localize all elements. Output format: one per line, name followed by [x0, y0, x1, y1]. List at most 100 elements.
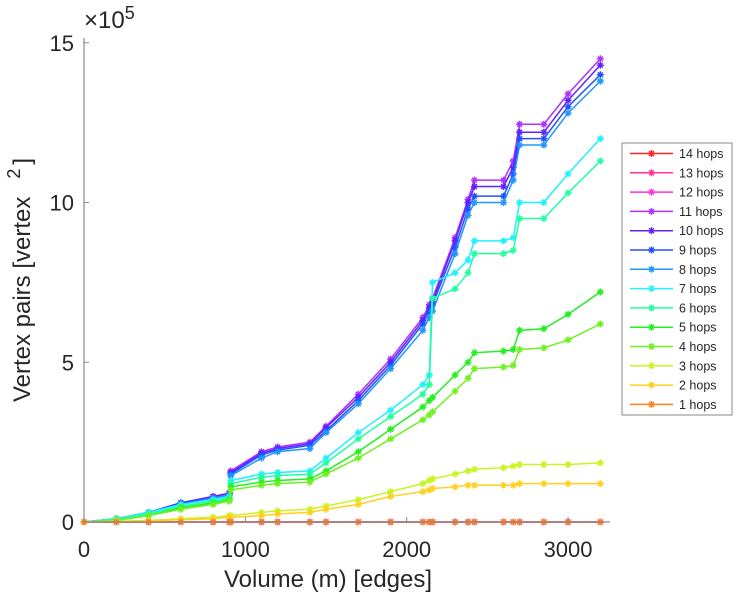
data-point-marker — [500, 176, 508, 184]
data-point-marker — [306, 508, 314, 516]
data-point-marker — [429, 484, 437, 492]
legend-item: 10 hops — [630, 224, 723, 238]
data-point-marker — [470, 481, 478, 489]
data-point-marker — [509, 462, 517, 470]
data-point-marker — [509, 246, 517, 254]
data-point-marker — [306, 445, 314, 453]
legend-item: 6 hops — [630, 301, 717, 315]
data-point-marker — [419, 416, 427, 424]
data-point-marker — [596, 55, 604, 63]
legend-item: 7 hops — [630, 282, 717, 296]
data-point-marker — [470, 176, 478, 184]
data-point-marker — [257, 473, 265, 481]
data-point-marker — [322, 459, 330, 467]
data-point-marker — [500, 237, 508, 245]
data-point-marker — [464, 467, 472, 475]
data-point-marker — [540, 141, 548, 149]
series-11-hops — [80, 55, 604, 526]
data-point-marker — [425, 397, 433, 405]
data-point-marker — [500, 192, 508, 200]
legend-marker-icon — [648, 323, 655, 331]
data-point-marker — [564, 336, 572, 344]
data-point-marker — [387, 488, 395, 496]
legend-item: 5 hops — [630, 321, 717, 335]
legend-marker-icon — [648, 381, 655, 389]
data-point-marker — [596, 288, 604, 296]
data-point-marker — [470, 349, 478, 357]
x-tick-label: 3000 — [544, 537, 593, 562]
data-point-marker — [540, 215, 548, 223]
data-point-marker — [429, 393, 437, 401]
axes — [83, 38, 610, 523]
data-point-marker — [516, 480, 524, 488]
legend-marker-icon — [648, 169, 655, 177]
legend-label: 14 hops — [679, 147, 723, 161]
series-10-hops — [80, 61, 604, 526]
x-tick-label: 1000 — [221, 537, 270, 562]
data-point-marker — [354, 496, 362, 504]
legend-marker-icon — [648, 400, 655, 408]
data-point-marker — [464, 211, 472, 219]
series-layer — [80, 55, 604, 526]
data-point-marker — [387, 425, 395, 433]
data-point-marker — [509, 234, 517, 242]
data-point-marker — [470, 365, 478, 373]
y-tick-label: 15 — [50, 31, 74, 56]
data-point-marker — [564, 90, 572, 98]
data-point-marker — [516, 120, 524, 128]
legend-marker-icon — [648, 265, 655, 273]
data-point-marker — [322, 429, 330, 437]
data-point-marker — [516, 128, 524, 136]
data-point-marker — [509, 345, 517, 353]
legend-item: 13 hops — [630, 166, 723, 180]
data-point-marker — [425, 411, 433, 419]
data-point-marker — [354, 435, 362, 443]
data-point-marker — [596, 61, 604, 69]
data-point-marker — [425, 476, 433, 484]
data-point-marker — [451, 371, 459, 379]
data-point-marker — [451, 237, 459, 245]
data-point-marker — [564, 109, 572, 117]
data-point-marker — [509, 157, 517, 165]
data-point-marker — [419, 390, 427, 398]
data-point-marker — [516, 460, 524, 468]
x-axis-label: Volume (m) [edges] — [224, 566, 432, 593]
data-point-marker — [500, 481, 508, 489]
data-point-marker — [451, 269, 459, 277]
legend-item: 12 hops — [630, 186, 723, 200]
data-point-marker — [387, 406, 395, 414]
data-point-marker — [500, 250, 508, 258]
series-line — [83, 291, 601, 523]
series-line — [83, 64, 601, 523]
series-line — [83, 323, 601, 523]
legend-label: 12 hops — [679, 186, 723, 200]
y-tick-label: 10 — [50, 191, 74, 216]
data-point-marker — [516, 141, 524, 149]
data-point-marker — [429, 408, 437, 416]
data-point-marker — [564, 460, 572, 468]
data-point-marker — [354, 454, 362, 462]
data-point-marker — [354, 500, 362, 508]
data-point-marker — [564, 96, 572, 104]
series-6-hops — [80, 157, 604, 526]
ticks: 0 5 10 15 0 1000 2000 3000 — [50, 31, 593, 562]
legend-marker-icon — [648, 246, 655, 254]
data-point-marker — [227, 513, 235, 521]
legend-item: 8 hops — [630, 263, 717, 277]
data-point-marker — [419, 403, 427, 411]
legend-marker-icon — [648, 150, 655, 157]
data-point-marker — [274, 510, 282, 518]
legend-label: 13 hops — [679, 166, 723, 180]
legend-label: 10 hops — [679, 224, 723, 238]
data-point-marker — [274, 448, 282, 456]
data-point-marker — [509, 176, 517, 184]
data-point-marker — [516, 345, 524, 353]
series-5-hops — [80, 288, 604, 526]
data-point-marker — [322, 505, 330, 513]
data-point-marker — [516, 199, 524, 207]
data-point-marker — [464, 205, 472, 213]
data-point-marker — [564, 103, 572, 111]
data-point-marker — [470, 199, 478, 207]
data-point-marker — [509, 361, 517, 369]
data-point-marker — [500, 183, 508, 191]
